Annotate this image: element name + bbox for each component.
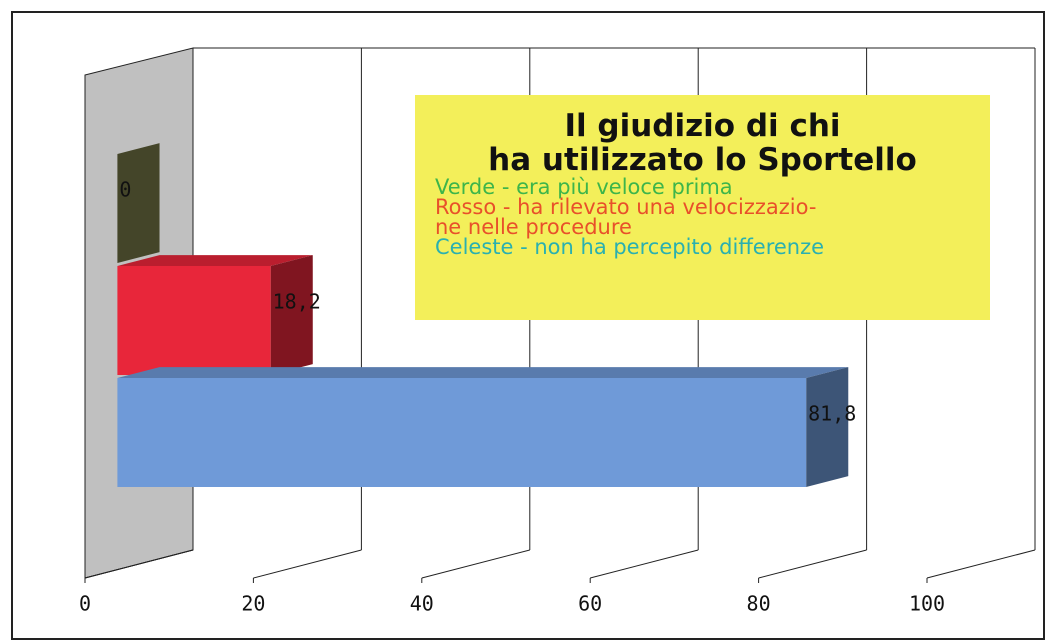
bar-side xyxy=(270,255,313,375)
bar xyxy=(117,266,271,375)
legend-entry: Celeste - non ha percepito differenze xyxy=(435,235,825,259)
value-label: 18,2 xyxy=(273,290,321,314)
legend: Il giudizio di chi ha utilizzato lo Spor… xyxy=(415,95,990,320)
floor-line xyxy=(84,549,194,579)
bar-top xyxy=(117,255,313,266)
x-tick-label: 40 xyxy=(410,592,434,616)
bar-side xyxy=(806,367,849,487)
bar xyxy=(117,378,807,487)
floor-line xyxy=(253,549,362,579)
bar-side xyxy=(117,143,160,263)
floor-line xyxy=(590,549,699,579)
floor-line xyxy=(758,549,867,579)
value-label: 81,8 xyxy=(808,402,856,426)
x-tick-label: 20 xyxy=(241,592,265,616)
x-tick-label: 100 xyxy=(909,592,945,616)
floor-line xyxy=(421,549,530,579)
x-tick-label: 60 xyxy=(578,592,602,616)
legend-entry: Rosso - ha rilevato una velocizzazio- ne… xyxy=(435,195,817,239)
value-label: 0 xyxy=(119,178,131,202)
chart-title: Il giudizio di chi ha utilizzato lo Spor… xyxy=(488,108,917,178)
x-tick-label: 0 xyxy=(79,592,91,616)
frame xyxy=(11,11,1045,640)
bar-top xyxy=(117,367,849,378)
x-tick-label: 80 xyxy=(747,592,771,616)
floor-line xyxy=(926,549,1036,579)
legend-entry: Verde - era più veloce prima xyxy=(435,175,733,199)
